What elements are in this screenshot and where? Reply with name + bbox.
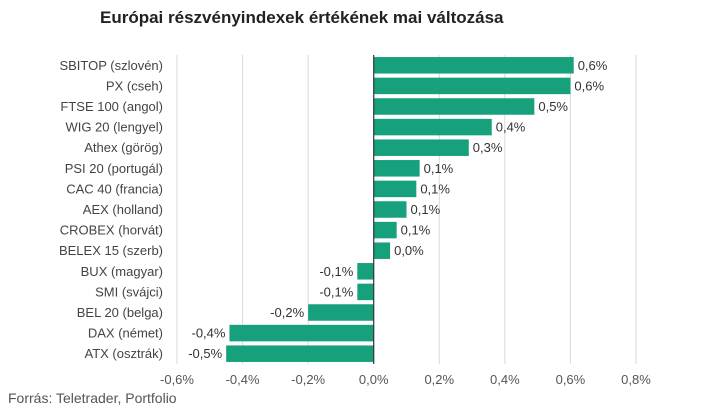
x-tick-labels: -0,6% -0,4% -0,2% 0,0% 0,2% 0,4% 0,6% 0,8% [160,372,651,387]
category-label: CROBEX (horvát) [60,223,163,238]
bar [357,283,374,301]
bar [308,304,374,321]
bar [226,345,374,362]
category-label: SMI (svájci) [95,284,163,299]
category-label: CAC 40 (francia) [66,181,163,196]
category-label: BELEX 15 (szerb) [59,243,163,258]
x-tick-label: -0,6% [160,372,194,387]
bar [373,242,391,259]
x-tick-label: -0,2% [291,372,325,387]
value-label: -0,4% [191,326,225,341]
value-label: -0,1% [319,264,353,279]
category-label: SBITOP (szlovén) [59,58,163,73]
category-label: BUX (magyar) [81,264,163,279]
category-label: BEL 20 (belga) [77,305,163,320]
x-tick-label: 0,4% [490,372,520,387]
value-label: 0,1% [424,161,454,176]
category-label: ATX (osztrák) [85,346,164,361]
bar [373,180,417,198]
category-label: Athex (görög) [84,140,163,155]
category-labels: SBITOP (szlovén) PX (cseh) FTSE 100 (angol… [59,58,163,361]
category-label: DAX (német) [88,326,163,341]
bar [373,57,574,74]
category-label: PX (cseh) [106,78,163,93]
value-label: 0,1% [420,181,450,196]
x-tick-label: 0,8% [621,372,651,387]
value-label: 0,6% [574,78,604,93]
bars [226,57,574,362]
category-label: WIG 20 (lengyel) [65,120,163,135]
chart-title: Európai részvényindexek értékének mai vá… [100,8,504,27]
value-labels: 0,6% 0,6% 0,5% 0,4% 0,3% 0,1% 0,1% 0,1% 0,1% 0,0%… [188,58,608,361]
value-label: 0,1% [401,223,431,238]
category-label: PSI 20 (portugál) [65,161,163,176]
bar [373,77,571,95]
source-note: Forrás: Teletrader, Portfolio [8,390,177,406]
value-label: 0,0% [394,243,424,258]
bar [373,118,492,136]
bar [373,98,535,115]
bar [373,201,407,218]
value-label: 0,3% [473,140,503,155]
value-label: 0,5% [538,99,568,114]
category-label: AEX (holland) [83,202,163,217]
value-label: 0,6% [578,58,608,73]
value-label: 0,4% [496,120,526,135]
x-tick-label: 0,0% [359,372,389,387]
x-tick-label: 0,6% [556,372,586,387]
bar [373,139,469,156]
value-label: -0,5% [188,346,222,361]
value-label: 0,1% [411,202,441,217]
bar [357,263,374,280]
x-tick-label: -0,4% [226,372,260,387]
bar [373,221,397,239]
bar [229,324,374,342]
category-label: FTSE 100 (angol) [60,99,163,114]
value-label: -0,1% [319,284,353,299]
value-label: -0,2% [270,305,304,320]
x-tick-label: 0,2% [424,372,454,387]
bar [373,160,420,177]
